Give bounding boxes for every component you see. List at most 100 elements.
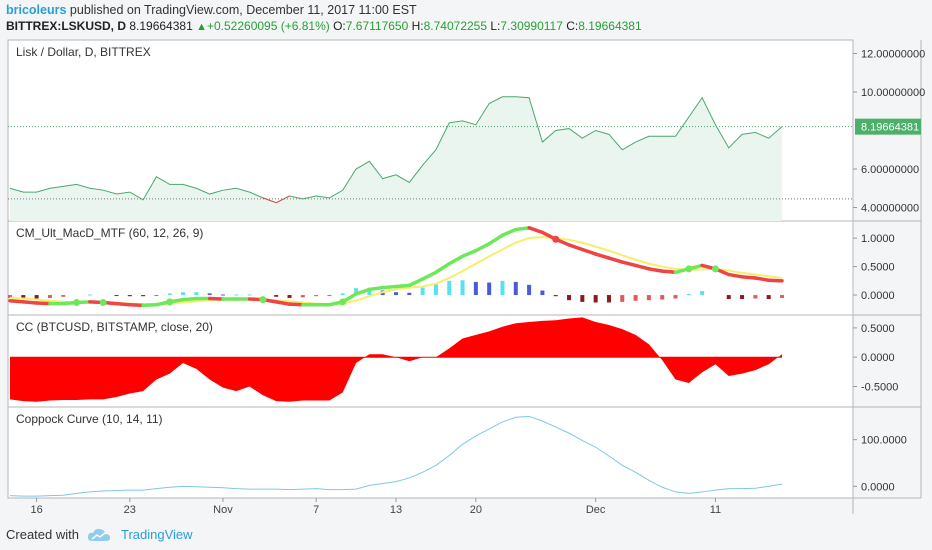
macd-line-segment [487,233,505,246]
macd-line-segment [21,300,39,305]
pane-title: Coppock Curve (10, 14, 11) [16,412,163,426]
cross-marker [552,235,560,243]
histogram-bar [593,295,598,303]
cross-marker [339,298,347,306]
last-price-badge [855,118,921,135]
last-price: 8.19664381 [129,19,193,33]
histogram-bar [660,295,665,300]
histogram-bar [606,295,611,303]
histogram-bar [194,292,199,296]
cross-marker [685,265,693,273]
histogram-bar [447,280,452,296]
cross-marker [259,296,267,304]
histogram-bar [274,295,279,297]
y-tick-label: 0.5000 [861,262,895,274]
macd-line-segment [287,302,305,307]
histogram-bar [527,284,532,296]
ohlc-line: BITTREX:LSKUSD, D 8.19664381 ▲+0.5226009… [6,19,642,33]
y-tick-label: 0.0000 [861,290,895,302]
macd-line-segment [567,243,585,252]
histogram-bar [154,295,159,297]
macd-line-segment [514,226,531,232]
y-tick-label: 0.0000 [861,481,895,493]
low-value: 7.30990117 [500,19,563,33]
tradingview-link[interactable]: TradingView [120,527,193,542]
histogram-bar [367,288,372,296]
y-tick-label: 1.0000 [861,233,895,245]
histogram-bar [686,293,691,296]
macd-line-segment [447,254,465,266]
created-with-text: Created with [6,527,79,542]
y-tick-label: 100.0000 [861,435,907,447]
histogram-bar [300,295,305,298]
histogram-bar [460,280,465,296]
y-tick-label: 0.0000 [861,352,895,364]
pane-title: Lisk / Dollar, D, BITTREX [16,45,151,59]
histogram-bar [620,295,625,302]
cross-marker [711,265,719,273]
histogram-bar [753,295,758,299]
x-tick-label: 7 [313,504,319,516]
chart-area[interactable]: 8.19664381 12.00000000 10.00000000 6.000000… [6,38,926,523]
macd-line-segment [274,300,292,306]
histogram-bar [700,291,705,296]
x-tick-label: 13 [390,504,402,516]
macd-line-segment [647,267,664,273]
x-tick-label: 20 [470,504,482,516]
open-label: O: [333,19,346,33]
price-line-low-segment [262,195,290,204]
histogram-bar [394,292,398,296]
histogram-bar [247,294,252,296]
macd-line-segment [181,296,199,302]
histogram-bar [61,295,66,297]
macd-line-segment [460,248,478,259]
tradingview-cloud-icon [87,528,110,541]
author-link[interactable]: bricoleurs [6,3,67,17]
histogram-bar [287,295,292,298]
macd-line-segment [620,260,638,268]
macd-line-segment [141,302,159,308]
histogram-bar [127,295,132,297]
cc-area-fill [10,317,782,402]
publish-info: published on TradingView.com, December 1… [69,3,417,17]
histogram-bar [673,295,678,299]
histogram-bar [553,295,558,297]
cross-marker [166,298,174,306]
histogram-bar [167,293,172,296]
y-tick-label: 12.00000000 [861,48,925,60]
x-tick-label: 23 [124,504,136,516]
y-tick-label: 10.00000000 [861,87,925,99]
cross-marker [99,298,107,306]
histogram-bar [567,295,572,301]
y-tick-label: 4.00000000 [861,203,919,215]
macd-line-segment [420,270,438,281]
macd-line-segment [8,299,26,304]
histogram-bar [87,294,92,296]
histogram-bar [141,295,146,297]
macd-line-segment [207,296,225,301]
macd-line-segment [593,252,611,260]
macd-line-segment [128,302,145,308]
histogram-bar [740,295,745,300]
symbol-label: BITTREX:LSKUSD, D [6,19,126,33]
publish-line: bricoleurs published on TradingView.com,… [6,3,417,17]
histogram-bar [633,295,638,301]
macd-line-segment [354,287,372,296]
high-label: H: [411,19,424,33]
histogram-bar [766,295,771,300]
histogram-bar [220,294,225,296]
macd-line-segment [527,226,545,235]
histogram-bar [407,292,412,296]
macd-line-segment [394,283,412,289]
macd-line-segment [580,247,598,256]
close-label: C: [566,19,579,33]
histogram-bar [780,295,784,298]
histogram-bar [181,292,186,296]
plot-frame [7,39,854,499]
y-tick-label: 0.5000 [861,323,895,335]
macd-line-segment [500,227,518,237]
macd-line-segment [766,278,784,283]
macd-line-segment [367,285,385,292]
macd-line-segment [740,275,758,280]
chart-svg[interactable]: 8.19664381 12.00000000 10.00000000 6.000000… [6,38,926,518]
